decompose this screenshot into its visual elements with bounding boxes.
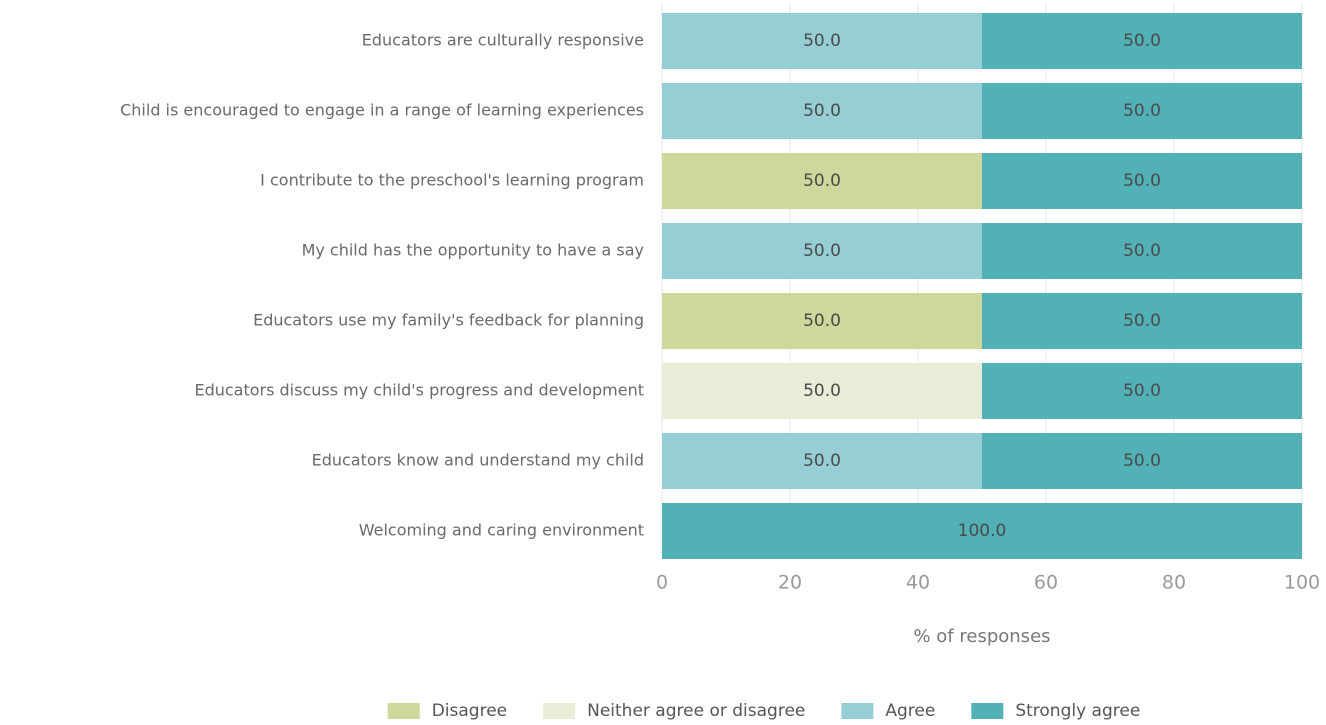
value-label: 50.0 [1123,381,1161,401]
value-label: 50.0 [1123,171,1161,191]
legend-swatch [841,703,874,719]
legend-swatch [971,703,1004,719]
value-label: 50.0 [803,451,841,471]
x-tick-label: 40 [906,572,930,594]
value-label: 50.0 [803,31,841,51]
value-label: 50.0 [1123,101,1161,121]
value-label: 50.0 [1123,311,1161,331]
bar-segment [662,13,982,69]
bar-segment [662,153,982,209]
x-tick-label: 100 [1284,572,1320,594]
legend-swatch [543,703,576,719]
value-label: 50.0 [803,241,841,261]
bar-segment [982,363,1302,419]
bar-segment [982,83,1302,139]
value-label: 50.0 [803,311,841,331]
legend-label: Agree [885,701,935,721]
bar-segment [982,153,1302,209]
value-label: 50.0 [1123,451,1161,471]
x-axis-label: % of responses [913,626,1050,647]
x-tick-label: 80 [1162,572,1186,594]
bar-segment [662,503,1302,559]
value-label: 50.0 [803,381,841,401]
y-tick-label: Welcoming and caring environment [359,521,644,540]
x-tick-label: 0 [656,572,668,594]
value-label: 50.0 [1123,31,1161,51]
y-tick-label: Educators discuss my child's progress an… [194,381,644,400]
value-label: 50.0 [803,101,841,121]
bar-segment [982,223,1302,279]
bar-segment [662,293,982,349]
bar-segment [982,13,1302,69]
x-tick-label: 20 [778,572,802,594]
bar-segment [662,83,982,139]
legend-label: Neither agree or disagree [587,701,805,721]
bar-segment [982,433,1302,489]
legend-label: Disagree [432,701,507,721]
legend-label: Strongly agree [1015,701,1140,721]
y-tick-label: My child has the opportunity to have a s… [302,241,644,260]
bar-segment [982,293,1302,349]
y-tick-label: Educators know and understand my child [312,451,644,470]
y-tick-label: Child is encouraged to engage in a range… [120,101,644,120]
value-label: 100.0 [958,521,1007,541]
bar-segment [662,223,982,279]
y-tick-label: I contribute to the preschool's learning… [260,171,644,190]
value-label: 50.0 [1123,241,1161,261]
y-tick-label: Educators are culturally responsive [362,31,644,50]
bar-segment [662,433,982,489]
legend-swatch [387,703,420,719]
y-tick-label: Educators use my family's feedback for p… [253,311,644,330]
bar-segment [662,363,982,419]
legend: Disagree Neither agree or disagree Agree St… [387,701,1140,721]
value-label: 50.0 [803,171,841,191]
x-tick-label: 60 [1034,572,1058,594]
